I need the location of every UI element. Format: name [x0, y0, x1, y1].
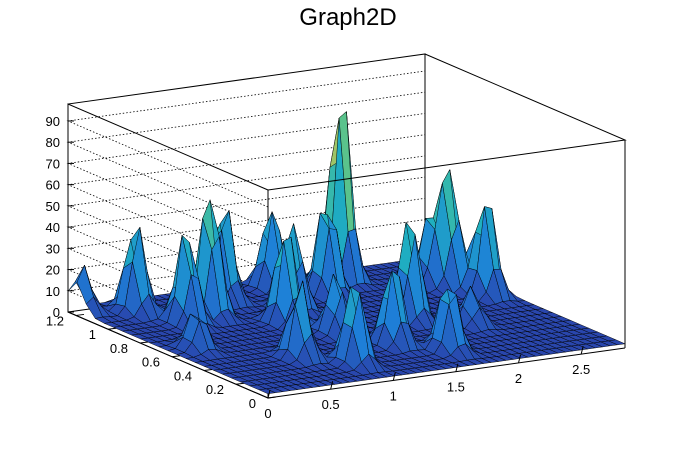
z-tick-label: 0	[53, 305, 60, 320]
surface-cell	[76, 264, 94, 305]
y-tick	[139, 341, 149, 344]
z-gridline-6	[66, 134, 426, 272]
z-tick-label: 80	[46, 135, 60, 150]
y-tick-label: 0	[249, 396, 256, 411]
x-tick	[392, 372, 396, 381]
z-tick-label: 30	[46, 241, 60, 256]
z-tick-label: 50	[46, 199, 60, 214]
y-tick-label: 1	[89, 327, 96, 342]
x-axis-line	[267, 347, 626, 399]
y-tick	[171, 355, 181, 358]
x-tick-label: 0	[264, 406, 271, 421]
x-tick	[330, 381, 334, 390]
surface	[67, 110, 626, 395]
y-tick-label: 1.2	[46, 313, 64, 328]
z-gridline-8	[66, 91, 426, 229]
y-tick	[267, 396, 277, 399]
z-tick-label: 60	[46, 178, 60, 193]
axes: 00.511.522.500.20.40.60.811.201020304050…	[46, 53, 627, 421]
z-gridline-9	[66, 70, 426, 208]
z-tick-label: 10	[46, 284, 60, 299]
x-tick-label: 1.5	[447, 380, 465, 395]
y-axis-line	[67, 311, 269, 399]
y-tick-label: 0.8	[110, 341, 128, 356]
surface-cell	[607, 339, 626, 346]
y-tick-label: 0.2	[206, 382, 224, 397]
y-tick-label: 0.6	[142, 355, 160, 370]
z-gridline-7	[66, 113, 426, 250]
x-tick	[267, 389, 271, 399]
x-tick-label: 0.5	[322, 397, 340, 412]
y-tick	[107, 327, 117, 330]
chart-title: Graph2D	[299, 4, 397, 31]
x-tick	[580, 346, 584, 355]
z-tick-label: 20	[46, 263, 60, 278]
x-tick-label: 2.5	[572, 362, 590, 377]
box-top-edge	[267, 53, 627, 191]
y-tick	[235, 382, 245, 385]
y-tick	[203, 368, 213, 371]
z-tick-label: 40	[46, 220, 60, 235]
x-tick	[518, 354, 522, 364]
x-tick-label: 2	[515, 371, 522, 386]
y-tick-label: 0.4	[174, 368, 192, 383]
x-tick	[455, 363, 459, 372]
y-tick	[75, 313, 85, 316]
z-tick-label: 70	[46, 156, 60, 171]
z-tick-label: 90	[46, 114, 60, 129]
x-tick-label: 1	[390, 388, 397, 403]
